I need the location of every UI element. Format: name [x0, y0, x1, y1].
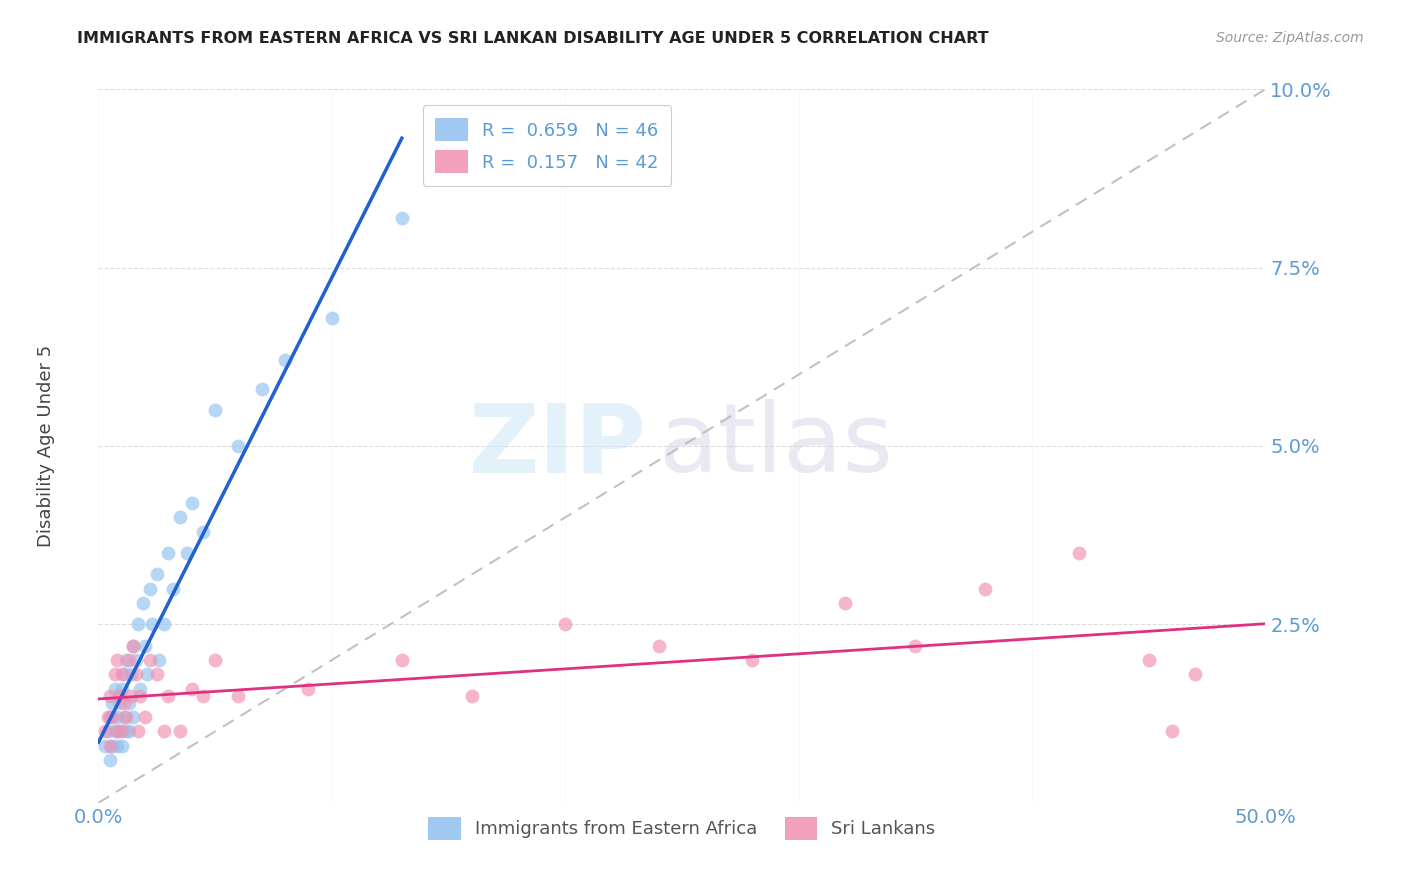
- Text: atlas: atlas: [658, 400, 894, 492]
- Point: [105, 724, 128, 739]
- Point: [122, 710, 145, 724]
- Point: [904, 639, 927, 653]
- Point: [274, 353, 297, 368]
- Point: [125, 653, 148, 667]
- Point: [111, 667, 134, 681]
- Point: [104, 724, 127, 739]
- Point: [554, 617, 576, 632]
- Point: [834, 596, 856, 610]
- Point: [127, 617, 149, 632]
- Point: [461, 689, 484, 703]
- Point: [1161, 724, 1184, 739]
- Point: [741, 653, 763, 667]
- Point: [105, 653, 128, 667]
- Point: [152, 724, 174, 739]
- Point: [98, 689, 121, 703]
- Point: [120, 689, 142, 703]
- Point: [1137, 653, 1160, 667]
- Point: [148, 653, 170, 667]
- Point: [647, 639, 669, 653]
- Point: [152, 617, 174, 632]
- Text: IMMIGRANTS FROM EASTERN AFRICA VS SRI LANKAN DISABILITY AGE UNDER 5 CORRELATION : IMMIGRANTS FROM EASTERN AFRICA VS SRI LA…: [77, 31, 988, 46]
- Point: [1184, 667, 1206, 681]
- Point: [141, 617, 163, 632]
- Point: [204, 653, 226, 667]
- Point: [111, 739, 134, 753]
- Point: [169, 510, 191, 524]
- Point: [104, 681, 127, 696]
- Point: [132, 596, 155, 610]
- Point: [112, 696, 135, 710]
- Point: [129, 681, 152, 696]
- Point: [157, 689, 180, 703]
- Point: [1067, 546, 1090, 560]
- Point: [134, 639, 156, 653]
- Point: [118, 724, 141, 739]
- Point: [97, 724, 120, 739]
- Point: [176, 546, 198, 560]
- Point: [104, 667, 127, 681]
- Text: Source: ZipAtlas.com: Source: ZipAtlas.com: [1216, 31, 1364, 45]
- Point: [134, 710, 156, 724]
- Point: [297, 681, 319, 696]
- Point: [146, 667, 169, 681]
- Point: [228, 689, 250, 703]
- Point: [122, 639, 145, 653]
- Point: [157, 546, 180, 560]
- Point: [101, 710, 124, 724]
- Point: [108, 689, 131, 703]
- Point: [250, 382, 273, 396]
- Point: [974, 582, 997, 596]
- Point: [101, 739, 124, 753]
- Point: [180, 681, 202, 696]
- Point: [193, 689, 215, 703]
- Point: [98, 710, 121, 724]
- Point: [321, 310, 343, 325]
- Legend: Immigrants from Eastern Africa, Sri Lankans: Immigrants from Eastern Africa, Sri Lank…: [420, 810, 943, 847]
- Point: [94, 739, 117, 753]
- Text: ZIP: ZIP: [470, 400, 647, 492]
- Point: [122, 639, 145, 653]
- Point: [112, 667, 135, 681]
- Point: [111, 681, 134, 696]
- Point: [204, 403, 226, 417]
- Point: [139, 653, 162, 667]
- Point: [169, 724, 191, 739]
- Point: [98, 739, 121, 753]
- Point: [136, 667, 159, 681]
- Point: [115, 653, 138, 667]
- Point: [105, 710, 128, 724]
- Point: [105, 739, 128, 753]
- Point: [129, 689, 152, 703]
- Point: [125, 667, 148, 681]
- Point: [94, 724, 117, 739]
- Point: [180, 496, 202, 510]
- Point: [228, 439, 250, 453]
- Point: [162, 582, 184, 596]
- Point: [146, 567, 169, 582]
- Point: [98, 753, 121, 767]
- Point: [193, 524, 215, 539]
- Point: [112, 710, 135, 724]
- Point: [108, 724, 131, 739]
- Point: [108, 696, 131, 710]
- Point: [115, 710, 138, 724]
- Point: [391, 211, 413, 225]
- Point: [115, 724, 138, 739]
- Point: [127, 724, 149, 739]
- Point: [118, 653, 141, 667]
- Point: [139, 582, 162, 596]
- Point: [97, 710, 120, 724]
- Point: [118, 696, 141, 710]
- Point: [391, 653, 413, 667]
- Point: [120, 667, 142, 681]
- Point: [101, 696, 124, 710]
- Point: [111, 724, 134, 739]
- Text: Disability Age Under 5: Disability Age Under 5: [37, 345, 55, 547]
